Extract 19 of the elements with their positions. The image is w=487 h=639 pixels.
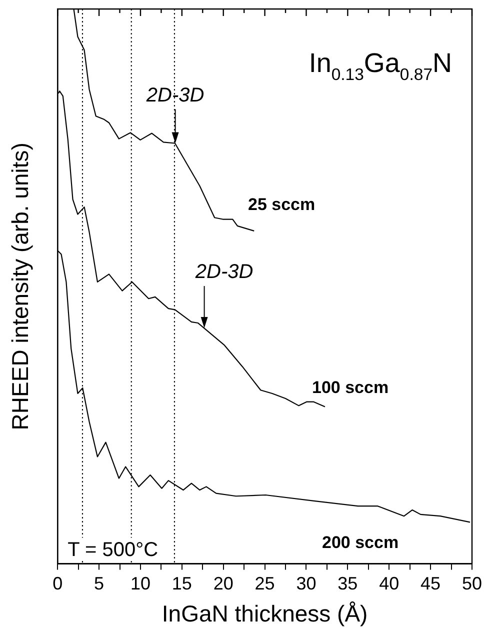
x-tick-label: 30 (296, 574, 316, 594)
x-tick-label: 25 (254, 574, 275, 594)
x-tick-label: 40 (379, 574, 400, 594)
annotation: 2D-3D (145, 84, 204, 106)
annotation: T = 500°C (68, 538, 158, 561)
x-axis-title: InGaN thickness (Å) (162, 600, 368, 627)
x-tick-label: 15 (172, 574, 192, 594)
x-tick-label: 0 (52, 574, 63, 594)
x-tick-label: 45 (420, 574, 441, 594)
x-tick-label: 10 (130, 574, 150, 594)
y-axis-title: RHEED intensity (arb. units) (7, 142, 34, 430)
x-tick-label: 5 (94, 574, 104, 594)
x-tick-label: 50 (462, 574, 482, 594)
series-label: 25 sccm (248, 195, 316, 214)
annotation: 2D-3D (194, 261, 254, 284)
x-tick-label: 35 (338, 574, 358, 594)
x-tick-label: 20 (213, 574, 234, 594)
series-label: 100 sccm (312, 378, 389, 397)
series-label: 200 sccm (322, 533, 399, 552)
